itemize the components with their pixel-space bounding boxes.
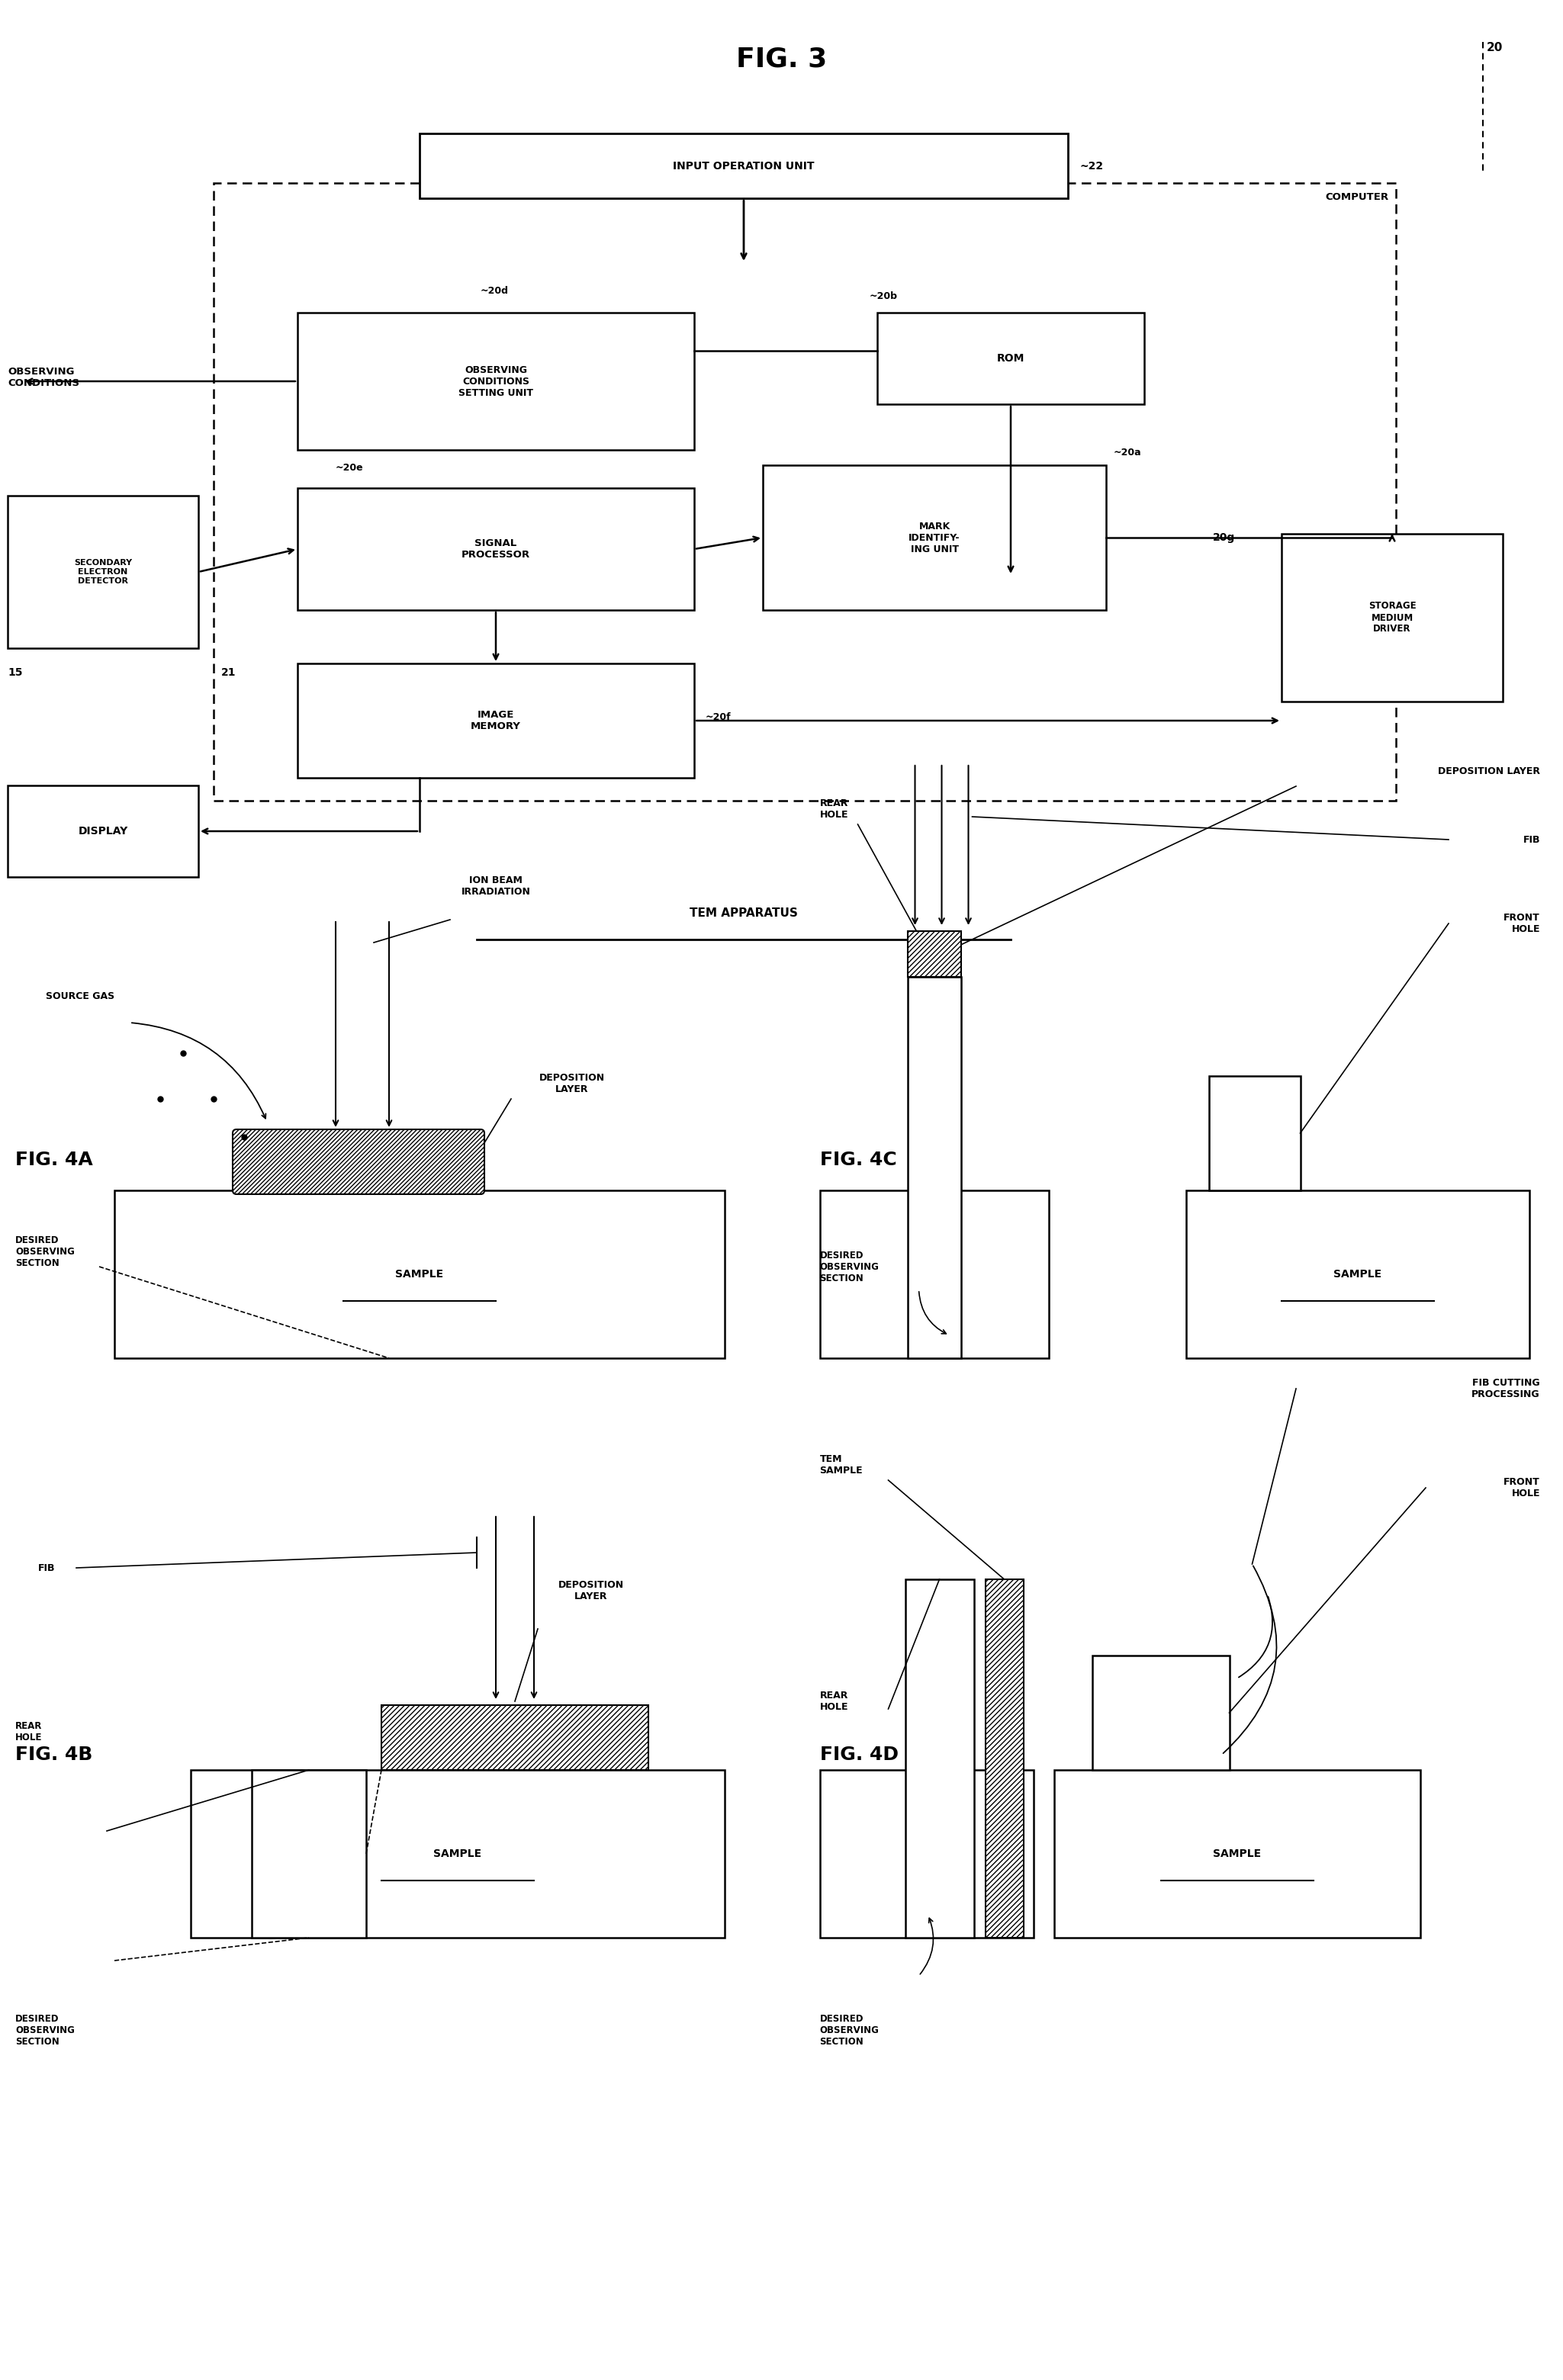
Text: STORAGE
MEDIUM
DRIVER: STORAGE MEDIUM DRIVER — [1368, 602, 1416, 633]
FancyBboxPatch shape — [905, 1580, 974, 1937]
Text: SIGNAL
PROCESSOR: SIGNAL PROCESSOR — [461, 538, 530, 559]
Text: TEM APPARATUS: TEM APPARATUS — [689, 907, 797, 919]
Text: DESIRED
OBSERVING
SECTION: DESIRED OBSERVING SECTION — [819, 1250, 878, 1283]
FancyBboxPatch shape — [8, 785, 199, 876]
Text: FIB: FIB — [1522, 835, 1540, 845]
Text: 20: 20 — [1486, 43, 1504, 52]
FancyBboxPatch shape — [1093, 1656, 1229, 1771]
FancyBboxPatch shape — [114, 1190, 725, 1359]
Text: ~22: ~22 — [1080, 159, 1103, 171]
Text: 15: 15 — [8, 666, 22, 678]
Text: 20g: 20g — [1213, 533, 1235, 543]
Text: DEPOSITION LAYER: DEPOSITION LAYER — [1438, 766, 1540, 776]
Text: FIG. 4C: FIG. 4C — [819, 1150, 897, 1169]
Text: FRONT
HOLE: FRONT HOLE — [1504, 1478, 1540, 1499]
FancyBboxPatch shape — [908, 931, 961, 976]
Text: FRONT
HOLE: FRONT HOLE — [1504, 914, 1540, 935]
FancyBboxPatch shape — [985, 1580, 1024, 1937]
FancyArrowPatch shape — [131, 1023, 266, 1119]
Text: FIG. 3: FIG. 3 — [736, 45, 827, 71]
Text: FIB CUTTING
PROCESSING: FIB CUTTING PROCESSING — [1472, 1378, 1540, 1399]
FancyArrowPatch shape — [1224, 1566, 1277, 1754]
FancyBboxPatch shape — [819, 1190, 1049, 1359]
Text: ~20b: ~20b — [869, 290, 897, 302]
FancyBboxPatch shape — [763, 464, 1107, 609]
FancyBboxPatch shape — [214, 183, 1396, 800]
Text: DESIRED
OBSERVING
SECTION: DESIRED OBSERVING SECTION — [16, 2013, 75, 2047]
Text: SOURCE GAS: SOURCE GAS — [45, 990, 114, 1002]
Text: DEPOSITION
LAYER: DEPOSITION LAYER — [558, 1580, 624, 1602]
Text: ~20d: ~20d — [480, 286, 510, 295]
FancyBboxPatch shape — [297, 488, 694, 609]
Text: ION BEAM
IRRADIATION: ION BEAM IRRADIATION — [461, 876, 530, 897]
Text: FIG. 4B: FIG. 4B — [16, 1745, 92, 1764]
Text: FIG. 4D: FIG. 4D — [819, 1745, 899, 1764]
Text: ~20e: ~20e — [336, 462, 364, 474]
FancyArrowPatch shape — [1239, 1597, 1272, 1678]
Text: INPUT OPERATION UNIT: INPUT OPERATION UNIT — [674, 159, 814, 171]
Text: REAR
HOLE: REAR HOLE — [819, 1690, 849, 1711]
Text: DESIRED
OBSERVING
SECTION: DESIRED OBSERVING SECTION — [819, 2013, 878, 2047]
Text: OBSERVING
CONDITIONS
SETTING UNIT: OBSERVING CONDITIONS SETTING UNIT — [458, 364, 533, 397]
FancyBboxPatch shape — [297, 664, 694, 778]
Text: DESIRED
OBSERVING
SECTION: DESIRED OBSERVING SECTION — [16, 1235, 75, 1269]
FancyBboxPatch shape — [8, 495, 199, 647]
Text: REAR
HOLE: REAR HOLE — [819, 797, 849, 819]
Text: MARK
IDENTIFY-
ING UNIT: MARK IDENTIFY- ING UNIT — [908, 521, 960, 555]
Text: SAMPLE: SAMPLE — [395, 1269, 444, 1280]
Text: ~20a: ~20a — [1114, 447, 1141, 457]
FancyBboxPatch shape — [1053, 1771, 1419, 1937]
Text: DISPLAY: DISPLAY — [78, 826, 128, 835]
FancyBboxPatch shape — [819, 1771, 1033, 1937]
FancyBboxPatch shape — [908, 976, 961, 1359]
FancyBboxPatch shape — [1186, 1190, 1529, 1359]
Text: ROM: ROM — [997, 352, 1025, 364]
Text: OBSERVING
CONDITIONS: OBSERVING CONDITIONS — [8, 367, 80, 388]
Text: 21: 21 — [222, 666, 236, 678]
FancyBboxPatch shape — [419, 133, 1068, 198]
Text: IMAGE
MEMORY: IMAGE MEMORY — [470, 709, 520, 731]
Text: FIB: FIB — [38, 1564, 55, 1573]
FancyBboxPatch shape — [381, 1704, 649, 1771]
Text: FIG. 4A: FIG. 4A — [16, 1150, 92, 1169]
Text: DEPOSITION
LAYER: DEPOSITION LAYER — [539, 1073, 605, 1095]
FancyArrowPatch shape — [921, 1918, 933, 1973]
FancyBboxPatch shape — [191, 1771, 725, 1937]
FancyBboxPatch shape — [1282, 533, 1502, 702]
Text: TEM
SAMPLE: TEM SAMPLE — [819, 1454, 863, 1476]
FancyBboxPatch shape — [233, 1130, 485, 1195]
FancyBboxPatch shape — [252, 1771, 366, 1937]
FancyBboxPatch shape — [877, 312, 1144, 405]
Text: SAMPLE: SAMPLE — [1333, 1269, 1382, 1280]
Text: SAMPLE: SAMPLE — [1213, 1849, 1261, 1859]
Text: COMPUTER: COMPUTER — [1325, 193, 1388, 202]
Text: SECONDARY
ELECTRON
DETECTOR: SECONDARY ELECTRON DETECTOR — [73, 559, 131, 585]
FancyArrowPatch shape — [919, 1292, 946, 1333]
Text: ~20f: ~20f — [705, 712, 731, 721]
FancyBboxPatch shape — [1208, 1076, 1300, 1190]
Text: REAR
HOLE: REAR HOLE — [16, 1721, 42, 1742]
Text: SAMPLE: SAMPLE — [433, 1849, 481, 1859]
FancyBboxPatch shape — [297, 312, 694, 450]
